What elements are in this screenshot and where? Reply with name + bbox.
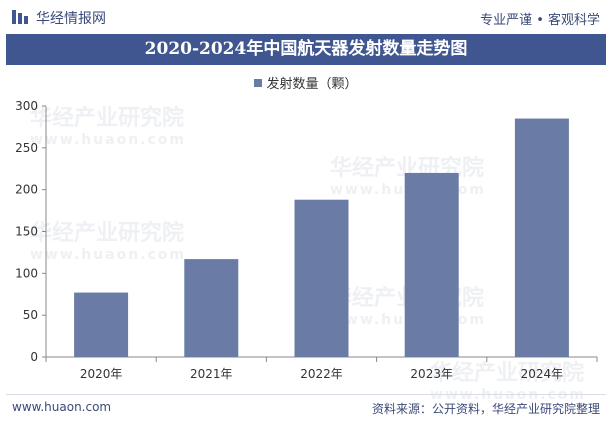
bar: [74, 292, 129, 357]
x-tick-label: 2022年: [300, 367, 343, 381]
bar: [404, 172, 459, 357]
bar: [184, 259, 239, 357]
y-tick-label: 0: [30, 350, 38, 364]
y-tick-label: 100: [15, 266, 38, 280]
x-tick-label: 2020年: [80, 367, 123, 381]
logo-icon: [12, 10, 28, 24]
legend-swatch: [254, 79, 263, 87]
bar: [514, 118, 569, 357]
y-tick-label: 200: [15, 183, 38, 197]
brand-name: 华经情报网: [36, 11, 106, 27]
footer-website: www.huaon.com: [12, 400, 112, 414]
legend-label: 发射数量（颗）: [266, 77, 358, 92]
y-tick-label: 150: [15, 225, 38, 239]
x-tick-label: 2023年: [410, 367, 453, 381]
y-tick-label: 300: [15, 99, 38, 113]
chart-title: 2020-2024年中国航天器发射数量走势图: [6, 34, 606, 65]
tagline: 专业严谨 • 客观科学: [480, 13, 600, 28]
bar: [294, 199, 349, 357]
footer-divider: [6, 394, 606, 395]
footer-source: 资料来源：公开资料，华经产业研究院整理: [371, 402, 600, 416]
x-tick-label: 2024年: [521, 367, 564, 381]
y-tick-label: 250: [15, 141, 38, 155]
top-bar: 华经情报网 专业严谨 • 客观科学: [0, 0, 612, 34]
x-tick-label: 2021年: [190, 367, 233, 381]
y-tick-label: 50: [23, 308, 38, 322]
legend: 发射数量（颗）: [0, 73, 612, 92]
